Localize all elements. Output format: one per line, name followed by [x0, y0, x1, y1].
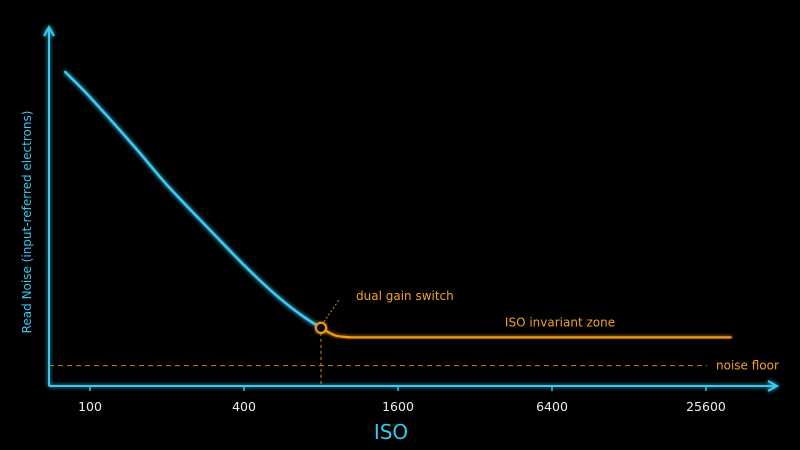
noise-floor-label: noise floor	[716, 359, 779, 373]
dual-gain-switch-leader	[323, 299, 340, 323]
x-tick-label: 6400	[536, 399, 568, 414]
series-group	[63, 70, 732, 339]
y-axis-arrow	[43, 24, 55, 37]
reference-lines: noise floor	[49, 332, 779, 386]
y-axis-title: Read Noise (input-referred electrons)	[20, 111, 34, 334]
x-ticks: 100 400 1600 6400 25600	[78, 386, 726, 414]
x-tick-label: 100	[78, 399, 102, 414]
x-axis-arrow	[767, 380, 780, 392]
dual-gain-switch-marker	[315, 321, 327, 334]
x-tick-label: 400	[232, 399, 256, 414]
annotations: dual gain switch ISO invariant zone	[315, 289, 615, 334]
dual-gain-switch-label: dual gain switch	[356, 289, 454, 303]
x-tick-label: 1600	[382, 399, 414, 414]
high-gain-curve	[319, 326, 732, 339]
low-gain-curve	[63, 70, 323, 330]
x-axis-title: ISO	[374, 420, 408, 444]
x-tick-label: 25600	[686, 399, 726, 414]
iso-invariant-zone-label: ISO invariant zone	[505, 315, 615, 329]
axes	[43, 24, 780, 392]
